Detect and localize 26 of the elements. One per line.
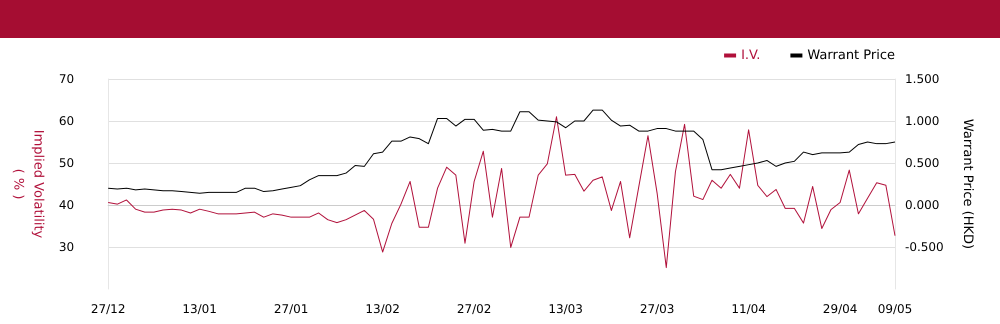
x-tick-label: 27/01 — [274, 302, 308, 316]
y-tick-label: 40 — [58, 198, 74, 212]
x-tick-label: 13/02 — [365, 302, 400, 316]
legend-label: I.V. — [741, 48, 760, 63]
x-tick-label: 29/04 — [822, 302, 858, 316]
y2-tick-label: -0.500 — [905, 240, 944, 254]
x-tick-label: 27/03 — [640, 302, 674, 316]
y-tick-label: 50 — [58, 156, 74, 170]
line-series — [108, 116, 896, 268]
y-tick-label: 30 — [58, 240, 74, 254]
y-axis-title: Implied Volatility ( % ) — [10, 130, 46, 239]
y2-tick-label: 1.000 — [905, 114, 940, 128]
x-tick-label: 11/04 — [731, 302, 766, 316]
x-tick-label: 27/12 — [90, 302, 126, 316]
y2-axis-title: Warrant Price (HKD) — [960, 118, 975, 250]
y2-tick-label: 1.500 — [905, 72, 940, 86]
x-tick-label: 13/01 — [182, 302, 217, 316]
y2-tick-label: 0.500 — [905, 156, 940, 170]
x-tick-label: 09/05 — [878, 302, 912, 316]
y2-tick-label: 0.000 — [905, 198, 940, 212]
x-tick-label: 13/03 — [548, 302, 583, 316]
y-tick-label: 70 — [58, 72, 74, 86]
x-tick-label: 27/02 — [456, 302, 492, 316]
legend-label: Warrant Price — [807, 48, 896, 63]
line-series — [108, 110, 896, 194]
y-tick-label: 60 — [58, 114, 74, 128]
